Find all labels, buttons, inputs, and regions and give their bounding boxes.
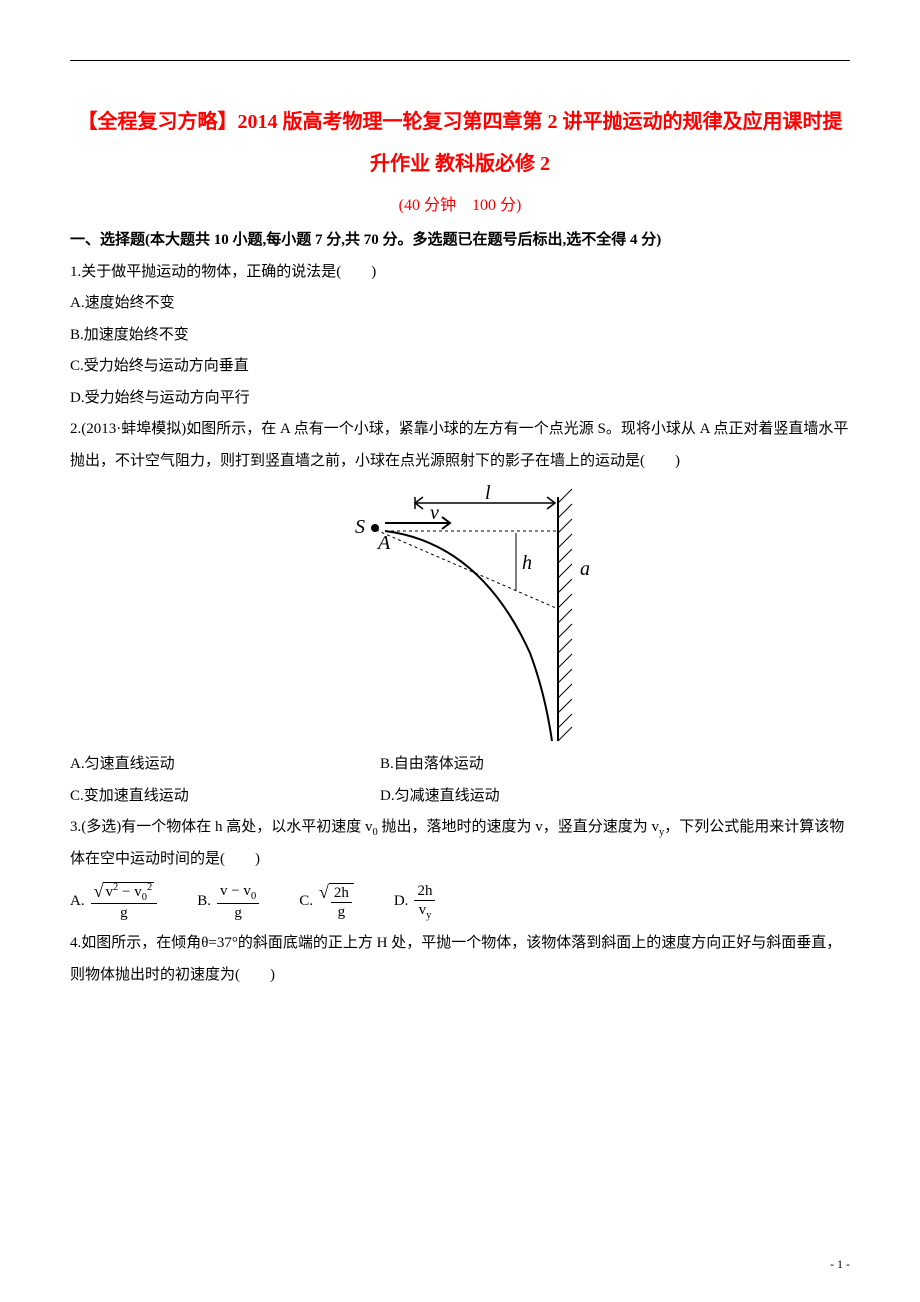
q2-figure: l S A v h xyxy=(70,483,850,743)
section-heading: 一、选择题(本大题共 10 小题,每小题 7 分,共 70 分。多选题已在题号后… xyxy=(70,225,850,257)
q1-option-d: D.受力始终与运动方向平行 xyxy=(70,383,850,415)
figure-label-v: v xyxy=(430,502,439,524)
q3-c-label: C. xyxy=(299,893,313,910)
figure-label-a: a xyxy=(580,558,590,580)
q3-options: A. √ v2 − v02 g B. v − v0 g C. √ 2h g xyxy=(70,882,850,923)
q3-option-b: B. v − v0 g xyxy=(197,882,259,923)
figure-label-l: l xyxy=(485,483,491,504)
q1-option-b: B.加速度始终不变 xyxy=(70,320,850,352)
q3-stem-p1: 3.(多选)有一个物体在 h 高处，以水平初速度 v xyxy=(70,819,373,835)
q1-option-a: A.速度始终不变 xyxy=(70,288,850,320)
page-subtitle: (40 分钟 100 分) xyxy=(70,191,850,215)
q2-option-c: C.变加速直线运动 xyxy=(70,781,380,813)
q3-option-a: A. √ v2 − v02 g xyxy=(70,882,157,923)
page-number: - 1 - xyxy=(830,1257,850,1272)
q3-c-den: g xyxy=(335,903,349,921)
q1-option-c: C.受力始终与运动方向垂直 xyxy=(70,351,850,383)
q2-figure-svg: l S A v h xyxy=(300,483,620,743)
q2-option-b: B.自由落体运动 xyxy=(380,749,484,781)
q3-option-c: C. √ 2h g xyxy=(299,883,354,921)
q2-stem: 2.(2013·蚌埠模拟)如图所示，在 A 点有一个小球，紧靠小球的左方有一个点… xyxy=(70,414,850,477)
figure-label-s: S xyxy=(355,516,365,538)
q3-option-d: D. 2h vy xyxy=(394,882,436,923)
q3-a-label: A. xyxy=(70,893,85,910)
top-rule xyxy=(70,60,850,61)
q3-d-label: D. xyxy=(394,893,409,910)
q3-b-den: g xyxy=(231,904,245,922)
q2-option-a: A.匀速直线运动 xyxy=(70,749,380,781)
q2-option-d: D.匀减速直线运动 xyxy=(380,781,500,813)
q3-stem: 3.(多选)有一个物体在 h 高处，以水平初速度 v0 抛出，落地时的速度为 v… xyxy=(70,812,850,876)
q4-stem: 4.如图所示，在倾角θ=37°的斜面底端的正上方 H 处，平抛一个物体，该物体落… xyxy=(70,928,850,991)
q3-b-label: B. xyxy=(197,893,211,910)
q1-stem: 1.关于做平抛运动的物体，正确的说法是( ) xyxy=(70,257,850,289)
figure-label-h: h xyxy=(522,552,532,574)
page-title: 【全程复习方略】2014 版高考物理一轮复习第四章第 2 讲平抛运动的规律及应用… xyxy=(70,101,850,185)
q3-stem-p2: 抛出，落地时的速度为 v，竖直分速度为 v xyxy=(378,819,659,835)
q3-d-num: 2h xyxy=(414,882,435,901)
q3-c-num: 2h xyxy=(331,884,352,903)
q3-a-den: g xyxy=(117,904,131,922)
